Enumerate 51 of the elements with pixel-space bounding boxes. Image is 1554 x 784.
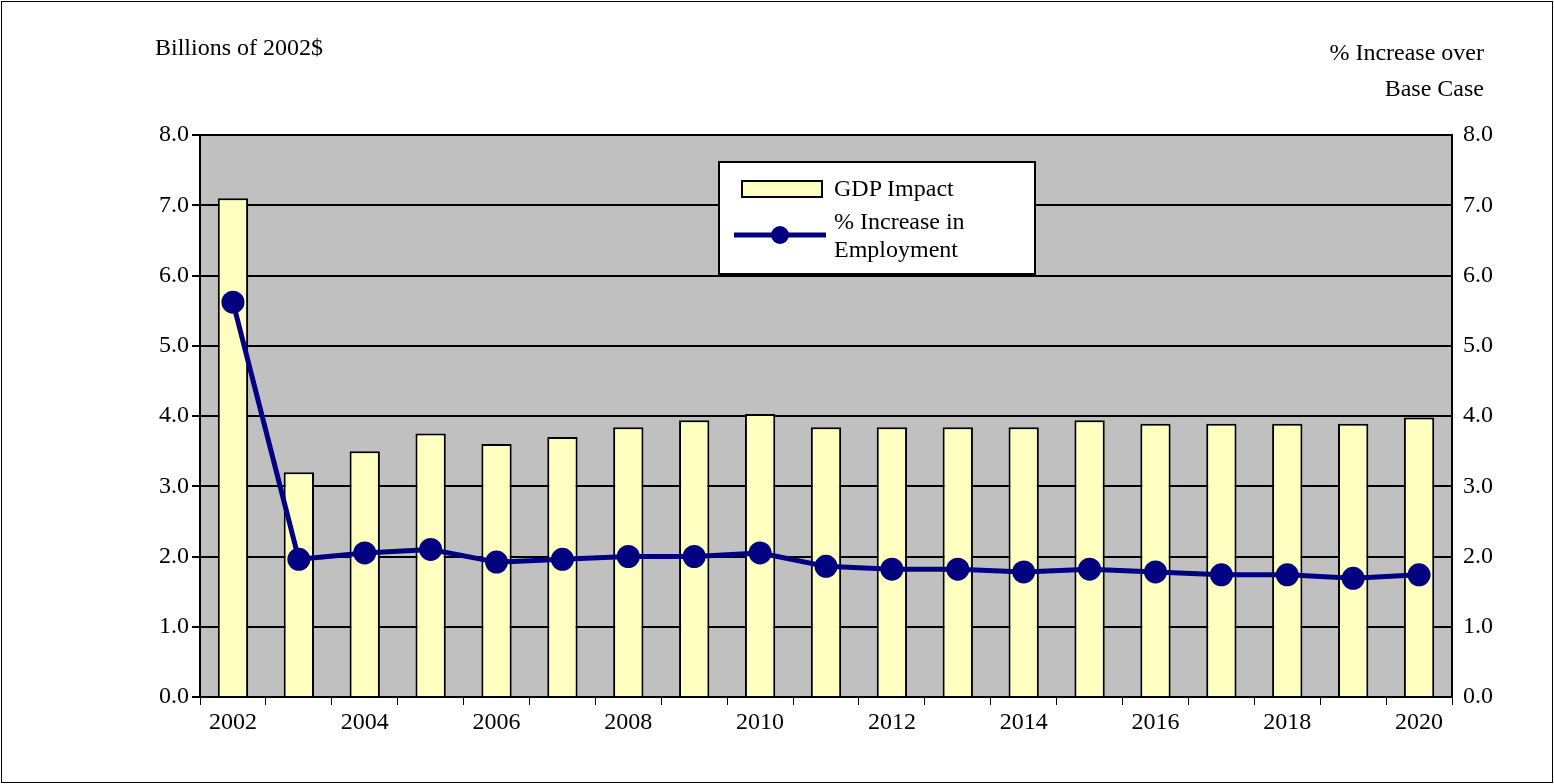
- point: [1275, 563, 1299, 587]
- y2-axis-title: % Increase over Base Case: [1328, 38, 1484, 103]
- y-tick-label: 5.0: [159, 331, 189, 358]
- point: [1341, 566, 1365, 590]
- y-tick-label: 3.0: [159, 471, 189, 498]
- y-tick-label: 0.0: [159, 682, 189, 709]
- x-tick-label: 2004: [340, 707, 389, 734]
- y-tick-label: 8.0: [159, 120, 189, 147]
- point: [221, 290, 245, 314]
- legend-label: % Increase in Employment: [834, 207, 966, 263]
- point: [946, 557, 970, 581]
- x-tick-label: 2010: [736, 707, 785, 734]
- point: [419, 537, 443, 561]
- x-tick-label: 2006: [472, 707, 521, 734]
- point: [1078, 557, 1102, 581]
- point: [550, 547, 574, 571]
- y2-tick-label: 6.0: [1463, 260, 1493, 287]
- y2-tick-label: 0.0: [1463, 682, 1493, 709]
- x-tick-label: 2018: [1263, 707, 1312, 734]
- x-tick-label: 2016: [1131, 707, 1180, 734]
- y-tick-label: 6.0: [159, 260, 189, 287]
- point: [287, 547, 311, 571]
- point: [353, 541, 377, 565]
- point: [1143, 560, 1167, 584]
- y-tick-label: 7.0: [159, 190, 189, 217]
- point: [682, 545, 706, 568]
- y2-tick-label: 7.0: [1463, 190, 1493, 217]
- y-tick-label: 4.0: [159, 401, 189, 428]
- y-tick-label: 2.0: [159, 541, 189, 568]
- y-axis-title: Billions of 2002$: [155, 34, 324, 61]
- y2-tick-label: 3.0: [1463, 471, 1493, 498]
- point: [880, 557, 904, 581]
- point: [1209, 563, 1233, 587]
- point: [616, 545, 640, 568]
- point: [814, 554, 838, 578]
- x-tick-label: 2014: [999, 707, 1048, 734]
- y2-tick-label: 2.0: [1463, 541, 1493, 568]
- x-tick-label: 2012: [867, 707, 916, 734]
- y2-tick-label: 8.0: [1463, 120, 1493, 147]
- x-tick-label: 2008: [604, 707, 653, 734]
- point: [1407, 563, 1431, 587]
- point: [1012, 560, 1036, 584]
- y2-tick-label: 4.0: [1463, 401, 1493, 428]
- y2-tick-label: 1.0: [1463, 612, 1493, 639]
- x-tick-label: 2002: [208, 707, 257, 734]
- point: [485, 550, 509, 574]
- legend-label: GDP Impact: [834, 174, 955, 202]
- y2-tick-label: 5.0: [1463, 331, 1493, 358]
- y-tick-label: 1.0: [159, 612, 189, 639]
- point: [748, 541, 772, 565]
- x-tick-label: 2020: [1395, 707, 1444, 734]
